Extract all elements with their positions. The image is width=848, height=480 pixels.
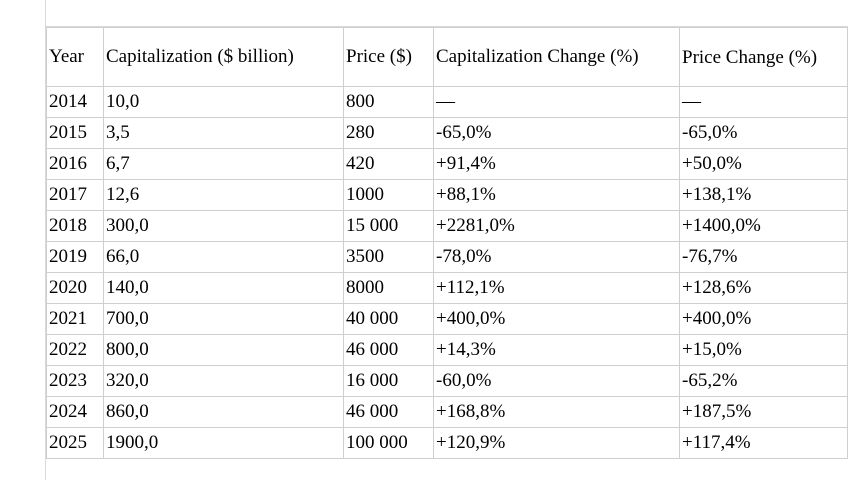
cell-capitalization: 1900,0	[103, 427, 344, 459]
cell-cap-change: +88,1%	[433, 179, 680, 211]
cell-capitalization: 3,5	[103, 117, 344, 149]
header-capitalization: Capitalization ($ billion)	[103, 27, 344, 87]
cell-capitalization: 140,0	[103, 272, 344, 304]
cell-cap-change: -78,0%	[433, 241, 680, 273]
cell-capitalization: 800,0	[103, 334, 344, 366]
cell-price-change: +128,6%	[679, 272, 848, 304]
document-page	[45, 0, 848, 480]
cell-year: 2020	[46, 272, 104, 304]
cell-price-change: -65,0%	[679, 117, 848, 149]
cell-cap-change: +400,0%	[433, 303, 680, 335]
header-price-change: Price Change (%)	[679, 27, 848, 87]
table-header: Year Capitalization ($ billion) Price ($…	[46, 27, 848, 87]
cell-price: 8000	[343, 272, 434, 304]
cell-year: 2016	[46, 148, 104, 180]
table-row: 2023 320,0 16 000 -60,0% -65,2%	[46, 365, 848, 397]
cell-year: 2025	[46, 427, 104, 459]
cell-price: 420	[343, 148, 434, 180]
cell-price-change: +400,0%	[679, 303, 848, 335]
cell-capitalization: 320,0	[103, 365, 344, 397]
cell-capitalization: 12,6	[103, 179, 344, 211]
cell-price: 1000	[343, 179, 434, 211]
table-row: 2022 800,0 46 000 +14,3% +15,0%	[46, 334, 848, 366]
table-row: 2024 860,0 46 000 +168,8% +187,5%	[46, 396, 848, 428]
cell-year: 2019	[46, 241, 104, 273]
header-cap-change: Capitalization Change (%)	[433, 27, 680, 87]
data-table: Year Capitalization ($ billion) Price ($…	[46, 27, 848, 459]
cell-year: 2022	[46, 334, 104, 366]
cell-price: 100 000	[343, 427, 434, 459]
cell-price-change: -76,7%	[679, 241, 848, 273]
cell-year: 2015	[46, 117, 104, 149]
cell-cap-change: -60,0%	[433, 365, 680, 397]
table-body: 2014 10,0 800— —2015 3,5 280 -65,0% -65,0% 2016 6…	[46, 86, 848, 459]
header-row: Year Capitalization ($ billion) Price ($…	[46, 27, 848, 87]
cell-price: 46 000	[343, 396, 434, 428]
header-price: Price ($)	[343, 27, 434, 87]
cell-capitalization: 860,0	[103, 396, 344, 428]
cell-capitalization: 700,0	[103, 303, 344, 335]
cell-price-change: -65,2%	[679, 365, 848, 397]
cell-capitalization: 10,0	[103, 86, 344, 118]
cell-capitalization: 6,7	[103, 148, 344, 180]
cell-cap-change: +2281,0%	[433, 210, 680, 242]
cell-year: 2017	[46, 179, 104, 211]
cell-cap-change: —	[433, 86, 680, 118]
cell-cap-change: +120,9%	[433, 427, 680, 459]
cell-price: 3500	[343, 241, 434, 273]
cell-year: 2021	[46, 303, 104, 335]
header-year: Year	[46, 27, 104, 87]
cell-price-change: +50,0%	[679, 148, 848, 180]
table-row: 2017 12,6 1000 +88,1% +138,1%	[46, 179, 848, 211]
cell-year: 2018	[46, 210, 104, 242]
table-row: 2020 140,0 8000 +112,1% +128,6%	[46, 272, 848, 304]
cell-price-change: +117,4%	[679, 427, 848, 459]
cell-price: 40 000	[343, 303, 434, 335]
cell-year: 2024	[46, 396, 104, 428]
cell-price: 800	[343, 86, 434, 118]
page-top-divider	[45, 26, 848, 27]
table-row: 2016 6,7 420 +91,4% +50,0%	[46, 148, 848, 180]
cell-year: 2014	[46, 86, 104, 118]
cell-price: 46 000	[343, 334, 434, 366]
table-row: 2019 66,0 3500 -78,0% -76,7%	[46, 241, 848, 273]
cell-price-change: +1400,0%	[679, 210, 848, 242]
cell-capitalization: 66,0	[103, 241, 344, 273]
table-row: 2018 300,0 15 000 +2281,0% +1400,0%	[46, 210, 848, 242]
cell-cap-change: -65,0%	[433, 117, 680, 149]
cell-price-change: +138,1%	[679, 179, 848, 211]
cell-capitalization: 300,0	[103, 210, 344, 242]
table-row: 2025 1900,0 100 000 +120,9% +117,4%	[46, 427, 848, 459]
cell-cap-change: +112,1%	[433, 272, 680, 304]
table-row: 2014 10,0 800— —	[46, 86, 848, 118]
cell-price: 15 000	[343, 210, 434, 242]
cell-price: 280	[343, 117, 434, 149]
cell-cap-change: +168,8%	[433, 396, 680, 428]
cell-year: 2023	[46, 365, 104, 397]
cell-price-change: +15,0%	[679, 334, 848, 366]
cell-cap-change: +14,3%	[433, 334, 680, 366]
cell-cap-change: +91,4%	[433, 148, 680, 180]
table-row: 2021 700,0 40 000 +400,0% +400,0%	[46, 303, 848, 335]
cell-price: 16 000	[343, 365, 434, 397]
table-row: 2015 3,5 280 -65,0% -65,0%	[46, 117, 848, 149]
cell-price-change: +187,5%	[679, 396, 848, 428]
cell-price-change: —	[679, 86, 848, 118]
